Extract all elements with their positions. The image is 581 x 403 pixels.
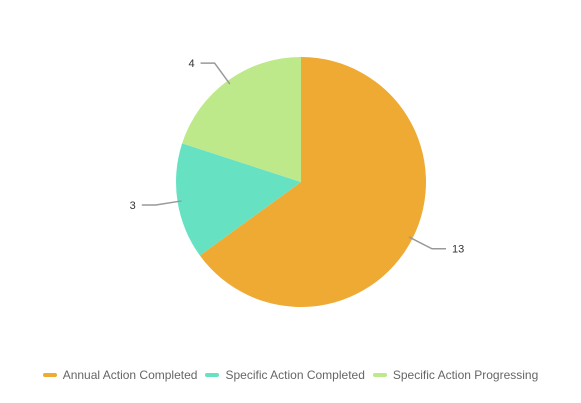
legend-swatch (42, 373, 57, 377)
legend-item-specific-action-completed[interactable]: Specific Action Completed (205, 368, 365, 382)
legend-label: Specific Action Progressing (392, 368, 539, 382)
pie-slices (176, 57, 426, 307)
pie-slice-annual-action-completed[interactable] (199, 57, 426, 307)
label-connector-line (408, 236, 446, 250)
legend-item-annual-action-completed[interactable]: Annual Action Completed (42, 368, 198, 382)
legend-label: Specific Action Completed (225, 368, 365, 382)
label-connector-line (141, 200, 182, 206)
legend: Annual Action Completed Specific Action … (0, 368, 581, 382)
legend-label: Annual Action Completed (62, 368, 198, 382)
pie-slice-specific-action-completed[interactable] (176, 143, 301, 256)
pie-slice-specific-action-progressing[interactable] (182, 57, 301, 182)
label-connectors (141, 62, 446, 250)
data-label: 13 (452, 244, 464, 256)
legend-swatch (205, 373, 220, 377)
pie-chart: 13 3 4 (130, 57, 465, 307)
label-connector-line (200, 62, 231, 85)
legend-item-specific-action-progressing[interactable]: Specific Action Progressing (372, 368, 539, 382)
data-label: 4 (188, 58, 194, 70)
legend-swatch (372, 373, 387, 377)
data-labels: 13 3 4 (130, 58, 465, 256)
data-label: 3 (130, 200, 136, 212)
